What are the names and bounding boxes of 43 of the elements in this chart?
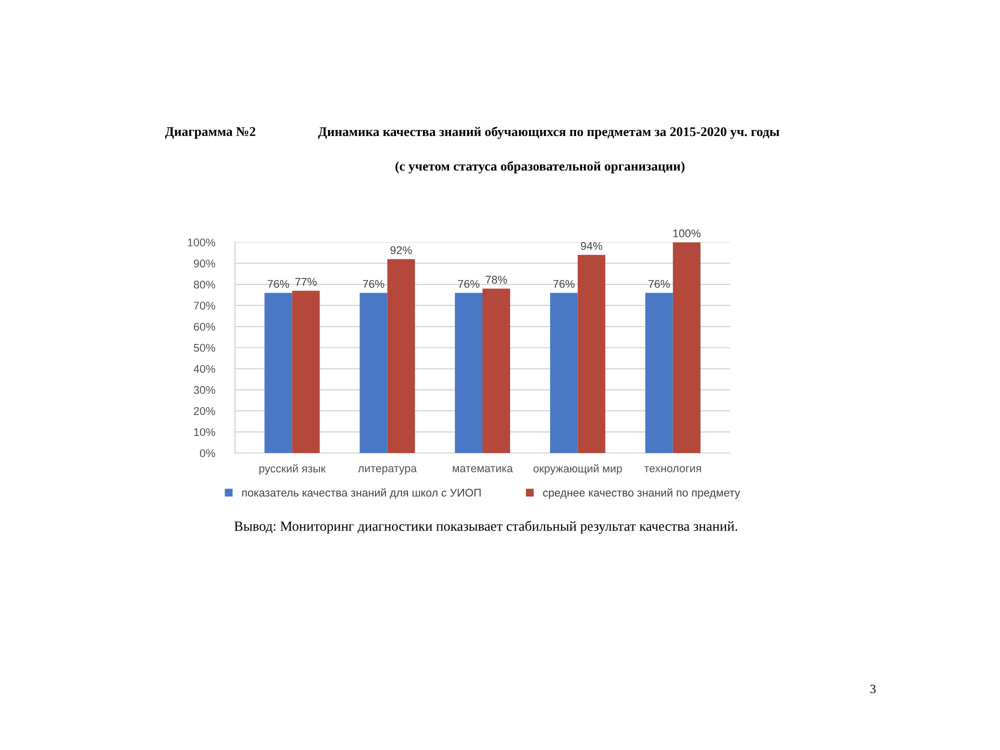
- chart-subtitle: (с учетом статуса образовательной организации): [395, 161, 685, 174]
- bar: [645, 292, 673, 453]
- bar: [482, 288, 510, 453]
- bar: [264, 292, 292, 453]
- data-label: 76%: [458, 280, 480, 288]
- y-tick-label: 0%: [200, 449, 216, 458]
- chart-title: Динамика качества знаний обучающихся по предметам за 2015-2020 уч. годы: [318, 126, 780, 139]
- y-tick-label: 100%: [188, 238, 216, 246]
- legend-label: показатель качества знаний для школ с УИОП: [242, 488, 481, 499]
- y-tick-label: 70%: [194, 302, 216, 310]
- y-tick-label: 40%: [194, 364, 216, 373]
- text: 3: [870, 684, 876, 694]
- x-tick-label: литература: [358, 466, 417, 474]
- data-label: 94%: [580, 242, 602, 250]
- data-label: 78%: [486, 276, 508, 284]
- y-tick-label: 80%: [194, 280, 216, 289]
- data-label: 76%: [553, 280, 575, 288]
- bar: [360, 292, 388, 453]
- data-label: 77%: [295, 278, 317, 286]
- x-tick-label: русский язык: [259, 464, 326, 475]
- x-tick-label: окружающий мир: [533, 464, 622, 475]
- data-label: 92%: [390, 246, 412, 254]
- bar: [454, 292, 482, 453]
- y-tick-label: 30%: [194, 386, 216, 394]
- bar: [292, 290, 320, 453]
- bar: [550, 292, 578, 453]
- x-tick-label: математика: [452, 466, 513, 472]
- data-label: 100%: [673, 229, 700, 238]
- y-tick-label: 10%: [194, 428, 216, 436]
- data-label: 76%: [268, 280, 290, 288]
- y-tick-label: 20%: [194, 407, 216, 415]
- data-label: 76%: [362, 280, 384, 288]
- bar: [672, 242, 700, 453]
- x-tick-label: технология: [644, 466, 701, 472]
- text: Диаграмма №2: [165, 127, 256, 139]
- legend-label: среднее качество знаний по предмету: [543, 488, 740, 499]
- y-tick-label: 50%: [194, 344, 216, 352]
- bar: [578, 254, 606, 453]
- text: Вывод: Мониторинг диагностики показывает стабильный результат качества знаний.: [234, 520, 738, 534]
- data-label: 76%: [648, 280, 670, 288]
- y-tick-label: 60%: [194, 322, 216, 331]
- bar: [387, 259, 415, 453]
- y-tick-label: 90%: [194, 260, 216, 268]
